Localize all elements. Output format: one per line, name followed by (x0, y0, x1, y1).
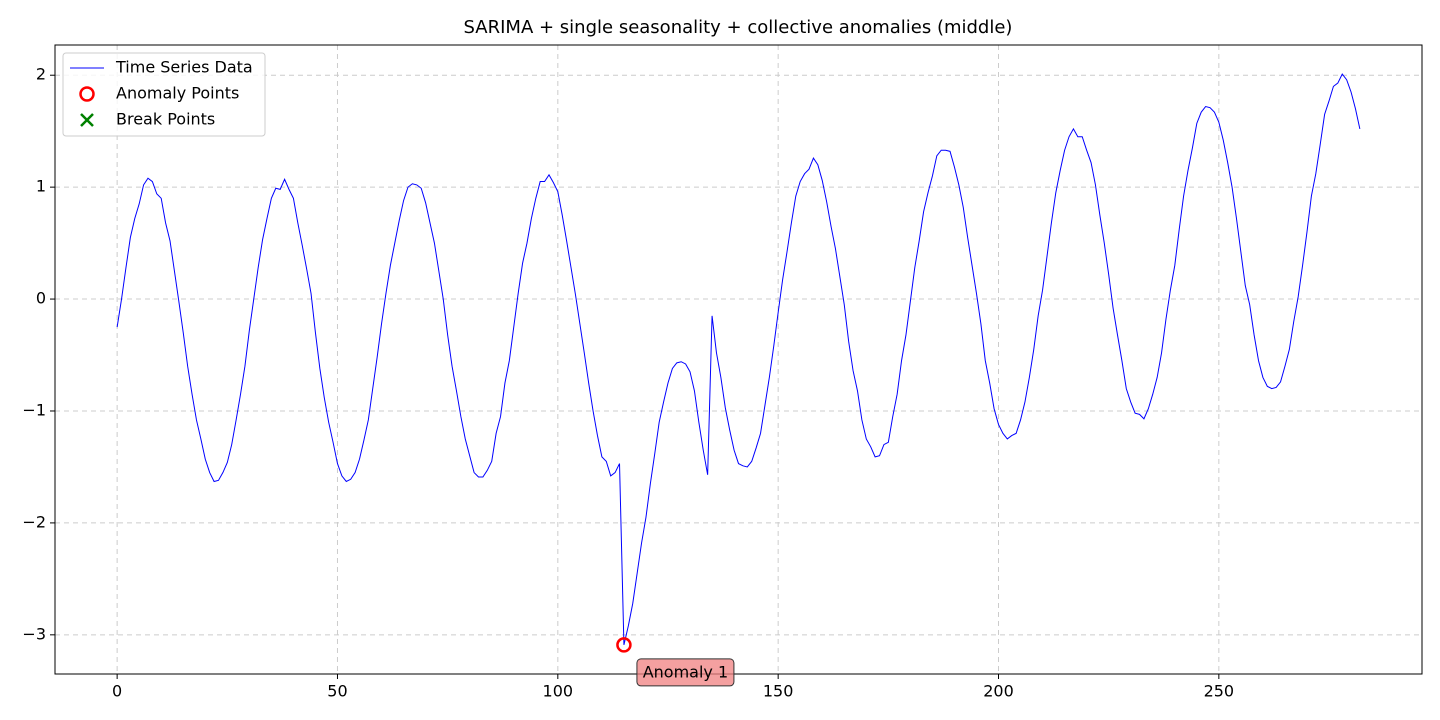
y-tick-label: 0 (36, 289, 46, 308)
x-tick-label: 250 (1204, 682, 1235, 701)
legend: Time Series Data Anomaly Points Break Poin… (62, 52, 266, 137)
legend-box (62, 52, 266, 137)
legend-label: Break Points (116, 110, 215, 129)
x-tick-label: 150 (763, 682, 794, 701)
x-tick-label: 0 (112, 682, 122, 701)
legend-label: Time Series Data (115, 58, 253, 77)
data-line (116, 73, 1361, 646)
y-tick-label: −3 (22, 624, 46, 643)
legend-label: Anomaly Points (116, 84, 239, 103)
x-tick-label: 50 (327, 682, 347, 701)
x-tick-label: 100 (543, 682, 574, 701)
x-tick-label: 200 (983, 682, 1014, 701)
y-tick-label: 2 (36, 65, 46, 84)
annotation-box (636, 658, 735, 687)
y-tick-label: −1 (22, 400, 46, 419)
annotation-label: Anomaly 1 (643, 662, 728, 681)
anomaly-point (616, 637, 632, 653)
plot-frame (54, 44, 1423, 675)
legend-swatch (79, 86, 95, 102)
annotation: Anomaly 1 (636, 658, 735, 687)
chart-title: SARIMA + single seasonality + collective… (464, 17, 1013, 38)
y-tick-label: 1 (36, 177, 46, 196)
y-tick-label: −2 (22, 512, 46, 531)
legend-swatch (80, 113, 94, 127)
